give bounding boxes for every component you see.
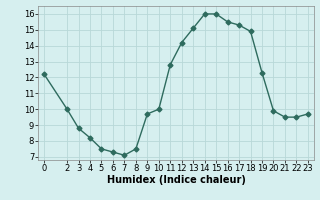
X-axis label: Humidex (Indice chaleur): Humidex (Indice chaleur): [107, 175, 245, 185]
